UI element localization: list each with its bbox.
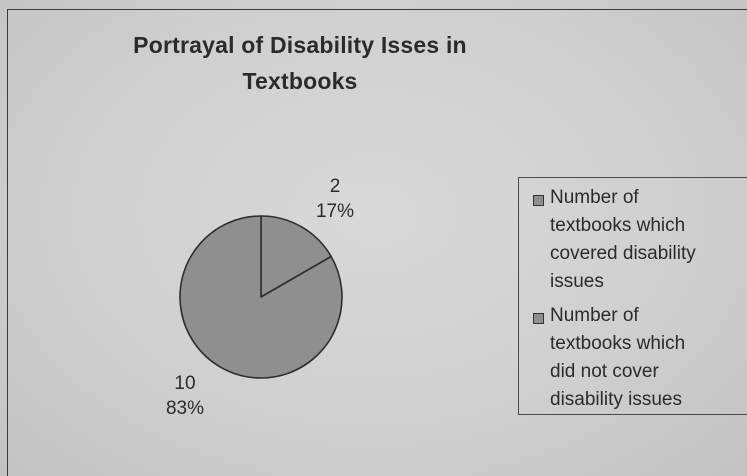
pie-slice-not-covered [179, 215, 343, 379]
chart-title-line-2: Textbooks [242, 68, 358, 94]
chart-title-line-1: Portrayal of Disability Isses in [133, 32, 467, 58]
data-label-covered-percent: 17% [315, 201, 355, 222]
data-label-not-covered-value: 10 [174, 373, 196, 394]
legend: Number of textbooks which covered disabi… [518, 177, 747, 415]
legend-swatch-not-covered [533, 313, 544, 324]
legend-swatch-covered [533, 195, 544, 206]
chart-frame [7, 9, 747, 476]
legend-label-not-covered: Number of textbooks which did not cover … [550, 305, 686, 410]
data-label-covered: 2 17% [305, 174, 365, 224]
pie-slice-covered [260, 215, 332, 298]
legend-label-covered: Number of textbooks which covered disabi… [550, 187, 696, 292]
data-label-not-covered-percent: 83% [165, 398, 205, 419]
data-label-covered-value: 2 [329, 176, 341, 197]
data-label-not-covered: 10 83% [155, 371, 215, 421]
